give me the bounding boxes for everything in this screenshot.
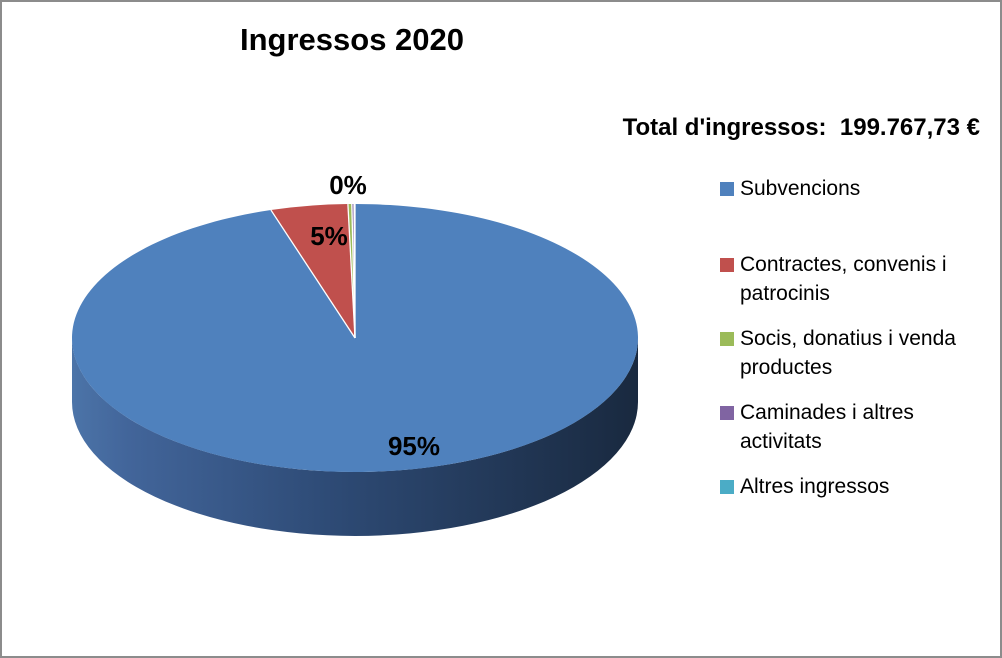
legend-item-altres: Altres ingressos: [720, 472, 982, 501]
pie-group: 95% 5% 0%: [72, 170, 638, 536]
legend-item-subvencions: Subvencions: [720, 174, 982, 203]
legend-swatch-socis: [720, 332, 734, 346]
legend-item-label: Socis, donatius i venda productes: [740, 327, 956, 379]
legend-swatch-caminades: [720, 406, 734, 420]
legend-item-label: Subvencions: [740, 177, 861, 200]
legend-swatch-subvencions: [720, 182, 734, 196]
pie-data-label: 95%: [388, 431, 440, 461]
pie-data-label: 0%: [329, 170, 367, 200]
pie-slice-contractes: [270, 204, 355, 338]
legend-item-label: Contractes, convenis i patrocinis: [740, 253, 947, 305]
legend-item-label: Caminades i altres activitats: [740, 401, 914, 453]
pie-side-wall: [72, 338, 638, 536]
pie-slice-separator: [270, 209, 356, 339]
chart-legend: Subvencions Contractes, convenis i patroc…: [720, 174, 982, 517]
legend-swatch-contractes: [720, 258, 734, 272]
pie-data-label: 5%: [310, 221, 348, 251]
total-income-label: Total d'ingressos: 199.767,73 €: [622, 114, 980, 141]
legend-item-label: Altres ingressos: [740, 475, 890, 498]
chart-title: Ingressos 2020: [239, 22, 465, 57]
legend-item-caminades: Caminades i altres activitats: [720, 398, 982, 456]
pie-slice-separator: [347, 204, 356, 339]
pie-slice-separator: [353, 203, 356, 339]
legend-swatch-altres: [720, 480, 734, 494]
legend-item-socis: Socis, donatius i venda productes: [720, 324, 982, 382]
legend-item-contractes: Contractes, convenis i patrocinis: [720, 250, 982, 308]
